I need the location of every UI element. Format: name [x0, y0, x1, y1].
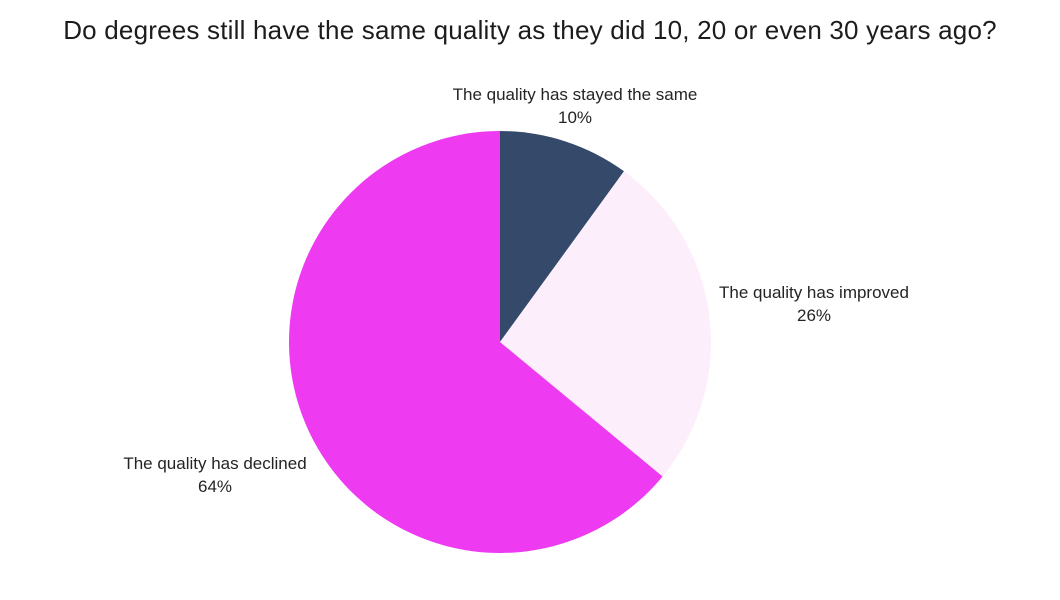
chart-title: Do degrees still have the same quality a…	[63, 15, 997, 45]
pie-slice-1	[500, 171, 712, 477]
pie-chart	[289, 131, 712, 553]
slice-label-stayed-same-text: The quality has stayed the same	[452, 85, 698, 104]
slice-label-improved-percent: 26%	[796, 306, 832, 325]
slice-label-stayed-same: The quality has stayed the same 10%	[453, 83, 698, 129]
slice-label-declined-percent: 64%	[197, 477, 233, 496]
slice-label-stayed-same-percent: 10%	[557, 108, 593, 127]
pie-chart-container	[289, 131, 712, 553]
slice-label-improved-text: The quality has improved	[719, 283, 909, 302]
slice-label-declined-text: The quality has declined	[123, 454, 307, 473]
pie-slice-0	[500, 131, 625, 342]
slice-label-declined: The quality has declined 64%	[123, 452, 306, 498]
slice-label-improved: The quality has improved 26%	[719, 281, 909, 327]
pie-slice-2	[289, 131, 663, 553]
